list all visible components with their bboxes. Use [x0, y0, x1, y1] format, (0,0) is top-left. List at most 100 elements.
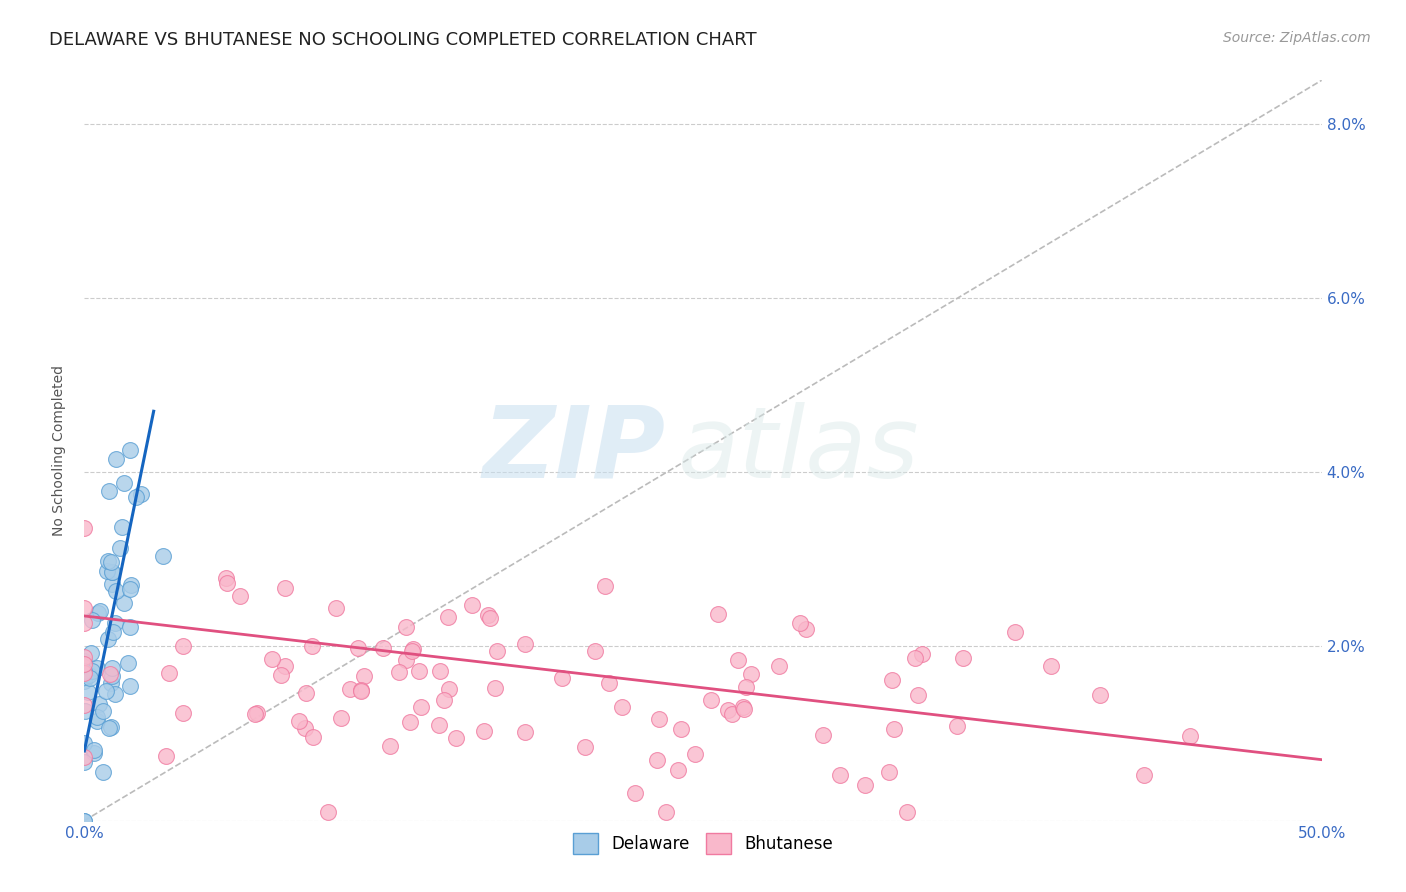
Point: [98, 667, 121, 681]
Point: [794, 622, 817, 636]
Point: [408, 664, 430, 678]
Point: [740, 666, 762, 681]
Point: [789, 615, 811, 630]
Point: [73, 615, 96, 630]
Point: [73, 814, 96, 828]
Point: [666, 763, 689, 777]
Point: [80, 664, 103, 678]
Point: [229, 589, 252, 603]
Point: [73, 705, 96, 719]
Point: [80, 646, 103, 660]
Point: [720, 707, 742, 722]
Point: [952, 651, 974, 665]
Point: [907, 688, 929, 702]
Point: [274, 659, 297, 673]
Point: [1039, 659, 1062, 673]
Point: [91, 704, 114, 718]
Point: [246, 706, 269, 721]
Point: [484, 681, 506, 695]
Point: [316, 805, 339, 819]
Point: [461, 598, 484, 612]
Point: [86, 710, 108, 724]
Point: [118, 582, 141, 596]
Point: [157, 666, 180, 681]
Point: [101, 565, 124, 579]
Point: [813, 728, 835, 742]
Point: [880, 673, 903, 687]
Point: [444, 731, 467, 745]
Point: [295, 686, 318, 700]
Point: [768, 658, 790, 673]
Point: [911, 648, 934, 662]
Point: [91, 764, 114, 779]
Point: [388, 665, 411, 680]
Point: [717, 703, 740, 717]
Point: [429, 718, 451, 732]
Point: [86, 661, 108, 675]
Point: [583, 644, 606, 658]
Point: [288, 714, 311, 729]
Point: [294, 721, 316, 735]
Point: [433, 693, 456, 707]
Point: [339, 681, 361, 696]
Point: [669, 722, 692, 736]
Point: [101, 565, 124, 579]
Point: [101, 625, 124, 640]
Point: [73, 736, 96, 750]
Point: [485, 644, 508, 658]
Point: [96, 684, 118, 698]
Point: [645, 753, 668, 767]
Point: [402, 641, 425, 656]
Point: [347, 640, 370, 655]
Point: [129, 487, 152, 501]
Point: [727, 653, 749, 667]
Point: [302, 730, 325, 744]
Point: [97, 721, 120, 735]
Point: [734, 680, 756, 694]
Point: [270, 668, 292, 682]
Point: [104, 687, 127, 701]
Legend: Delaware, Bhutanese: Delaware, Bhutanese: [567, 827, 839, 861]
Point: [73, 698, 96, 712]
Point: [598, 676, 620, 690]
Point: [73, 665, 96, 680]
Point: [86, 606, 108, 620]
Point: [118, 442, 141, 457]
Point: [648, 712, 671, 726]
Point: [172, 640, 194, 654]
Point: [513, 725, 536, 739]
Point: [946, 719, 969, 733]
Point: [378, 739, 401, 753]
Point: [101, 661, 124, 675]
Point: [83, 746, 105, 760]
Point: [73, 649, 96, 664]
Point: [120, 578, 142, 592]
Point: [97, 632, 120, 646]
Point: [172, 706, 194, 720]
Point: [82, 613, 104, 627]
Point: [118, 620, 141, 634]
Point: [437, 610, 460, 624]
Point: [73, 750, 96, 764]
Point: [215, 575, 238, 590]
Point: [593, 579, 616, 593]
Point: [104, 616, 127, 631]
Point: [100, 669, 122, 683]
Point: [655, 805, 678, 819]
Point: [437, 682, 460, 697]
Point: [1004, 625, 1026, 640]
Point: [100, 555, 122, 569]
Point: [733, 702, 755, 716]
Point: [112, 476, 135, 491]
Point: [513, 637, 536, 651]
Point: [395, 619, 418, 633]
Point: [96, 564, 118, 578]
Point: [73, 665, 96, 679]
Point: [73, 814, 96, 828]
Point: [353, 669, 375, 683]
Point: [401, 644, 423, 658]
Point: [325, 601, 347, 615]
Point: [877, 765, 900, 780]
Point: [551, 671, 574, 685]
Point: [89, 604, 111, 618]
